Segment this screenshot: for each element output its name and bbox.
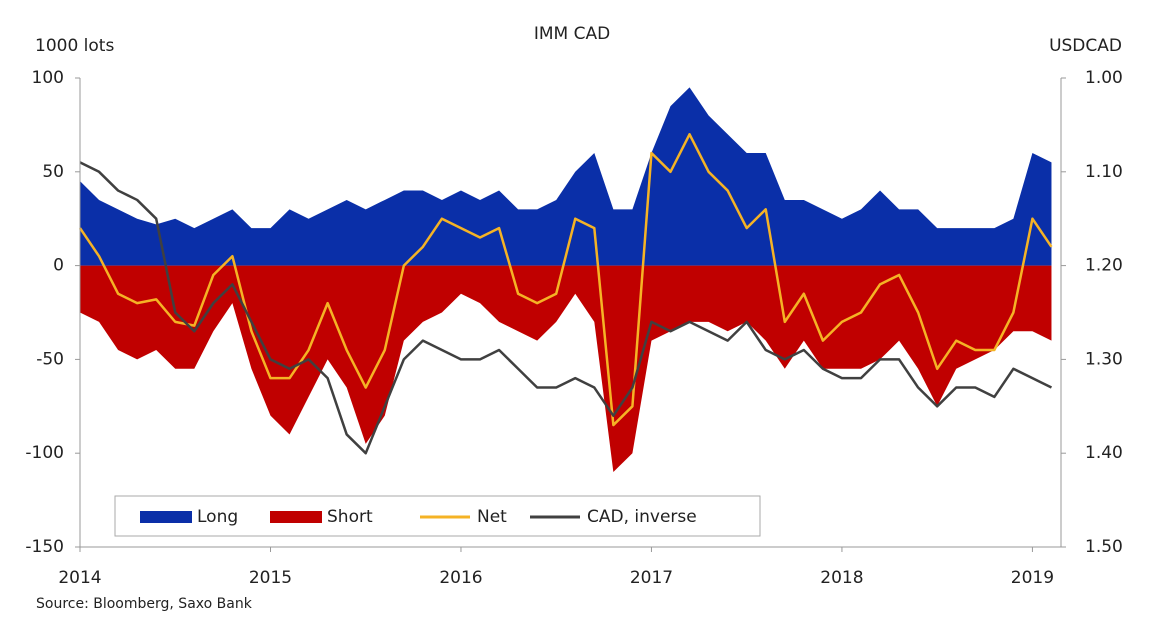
line-series [79,161,1053,455]
line-series [78,133,1053,427]
x-tick-label: 2019 [1011,568,1054,588]
x-tick-label: 2016 [439,568,482,588]
y-tick-label: -50 [36,349,64,369]
legend-label: Net [477,507,507,527]
y2-tick-label: 1.30 [1085,349,1123,369]
legend-swatch [140,511,192,523]
chart-title: IMM CAD [534,24,610,44]
y-tick-label: 50 [42,162,64,182]
y-tick-label: -150 [25,537,64,557]
y2-tick-label: 1.50 [1085,537,1123,557]
legend-label: Short [327,507,373,527]
x-tick-label: 2018 [820,568,863,588]
y-axis-label: 1000 lots [35,36,114,56]
legend-label: CAD, inverse [587,507,697,527]
y-tick-label: 0 [53,256,64,276]
plot-area [80,87,1052,472]
y-tick-label: -100 [25,443,64,463]
y2-tick-label: 1.40 [1085,443,1123,463]
y2-tick-label: 1.20 [1085,256,1123,276]
y2-tick-label: 1.00 [1085,68,1123,88]
source-note: Source: Bloomberg, Saxo Bank [36,596,253,612]
area-long [80,87,1052,266]
legend: Long Short Net CAD, inverse [114,495,761,537]
x-tick-label: 2015 [249,568,292,588]
x-tick-label: 2014 [58,568,101,588]
y-tick-label: 100 [32,68,64,88]
legend-label: Long [197,507,238,527]
y2-axis-label: USDCAD [1049,36,1122,56]
legend-swatch [270,511,322,523]
y2-tick-label: 1.10 [1085,162,1123,182]
x-tick-label: 2017 [630,568,673,588]
